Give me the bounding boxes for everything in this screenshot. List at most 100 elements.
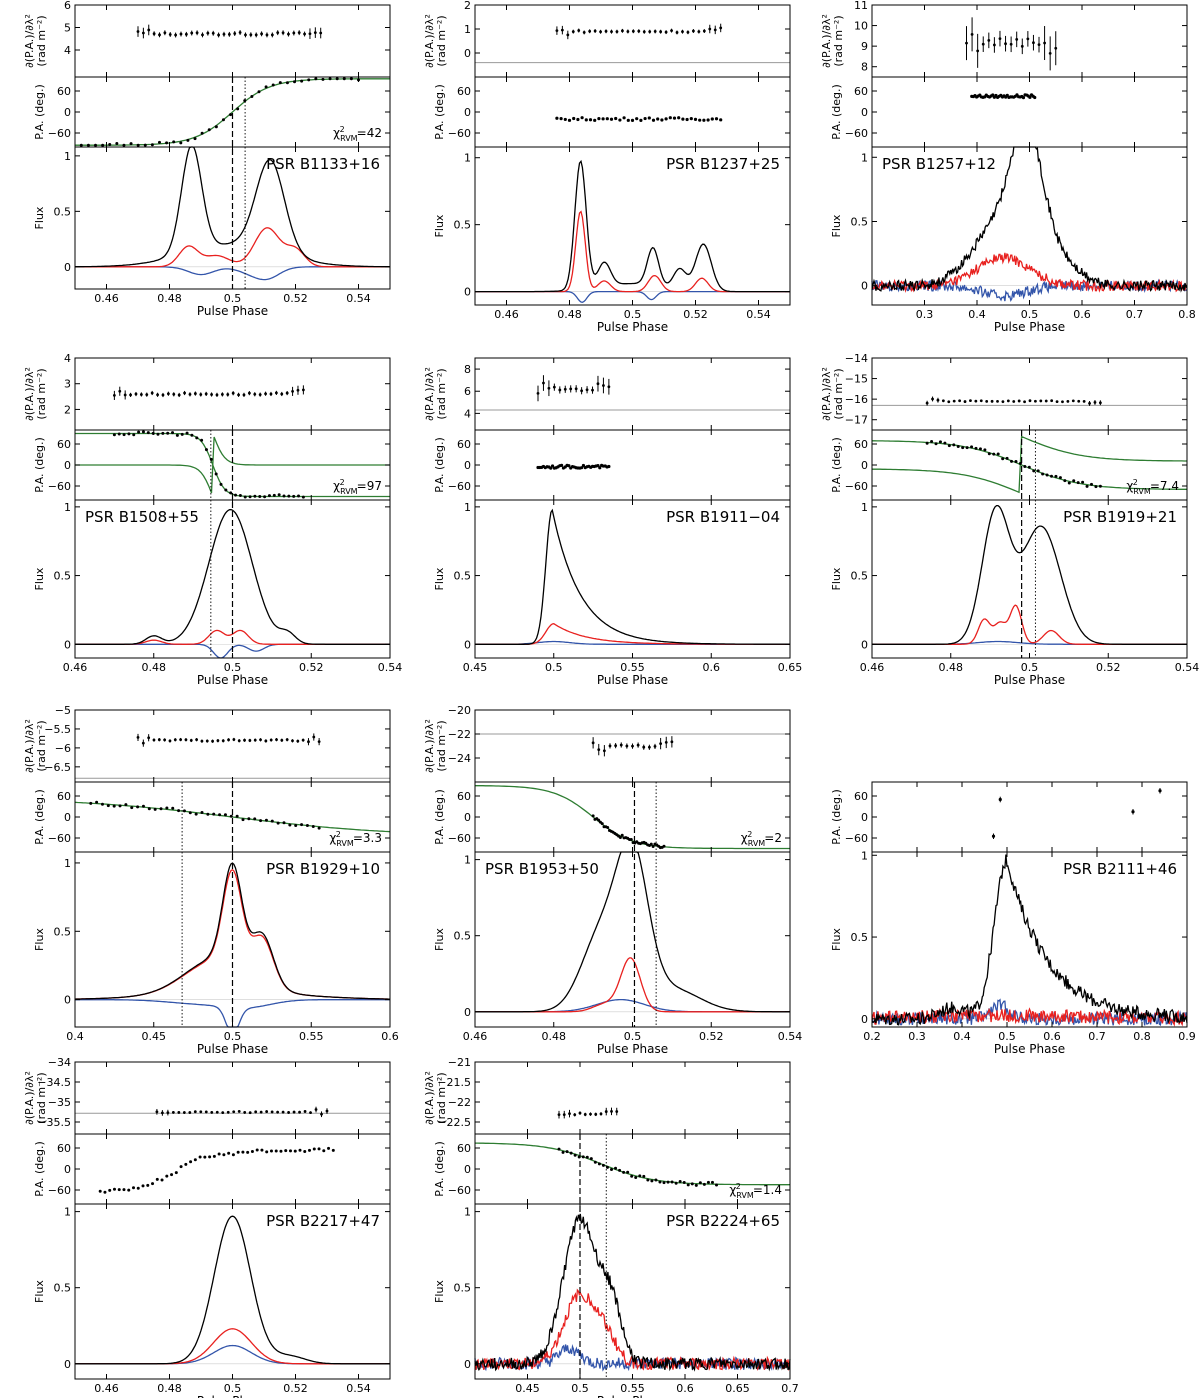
pa-point [269, 1149, 273, 1153]
rm-point [319, 31, 323, 35]
flux-panel-frame [474, 1203, 791, 1380]
rm-panel-frame [474, 4, 791, 78]
pa-point [685, 117, 689, 122]
flux-panel-ytick-label: 1 [861, 849, 868, 862]
pa-axis-label: P.A. (deg.) [433, 1141, 446, 1197]
x-tick-label: 0.52 [283, 292, 308, 305]
flux-panel-ytick-label: 0.5 [454, 570, 472, 583]
rm-panel: −6.5 −6 −5.5 −5 [44, 704, 391, 783]
pa-point [638, 1174, 642, 1178]
pa-point [978, 447, 982, 451]
pa-point [342, 77, 346, 81]
rm-point [1015, 37, 1019, 41]
pa-point [236, 1150, 240, 1154]
pa-panel-ytick-label: 0 [64, 1163, 71, 1176]
rm-point [970, 32, 974, 36]
rm-point [636, 743, 640, 747]
rm-point [936, 398, 940, 402]
rm-point [931, 397, 934, 401]
pa-point [600, 822, 604, 826]
pa-point [95, 800, 99, 804]
rm-point [188, 1111, 192, 1114]
pa-point [996, 452, 1000, 456]
chi2-rvm-label: χRVM2 =7.4 [1126, 478, 1179, 496]
pa-point [227, 1151, 231, 1155]
chi2-rvm-label: χRVM2 =42 [333, 125, 382, 143]
x-tick-label: 0.52 [699, 1030, 724, 1043]
rm-point [206, 31, 210, 35]
rm-point [562, 1113, 566, 1117]
rm-point [981, 42, 985, 46]
pa-panel-ytick-label: 60 [854, 438, 868, 451]
rm-panel-ytick-label: −34 [48, 1056, 71, 1069]
pa-point [646, 1178, 650, 1182]
rm-point [136, 30, 140, 33]
rm-point [183, 391, 186, 395]
flux-axis-label: Flux [433, 1280, 446, 1303]
chart-6: χRVM2 =3.3 PSR B1929+10 Pulse Phase [74, 733, 391, 1056]
x-tick-label: 0.48 [939, 661, 964, 674]
rm-panel-ytick-label: 1 [464, 23, 471, 36]
pa-point [331, 1148, 335, 1152]
pa-panel-ytick-label: −60 [448, 480, 471, 493]
pa-point [565, 1150, 569, 1154]
x-tick-label: 0.46 [94, 1382, 119, 1395]
rm-point [291, 390, 294, 393]
pulsar-name: PSR B1508+55 [85, 508, 199, 526]
pa-point [710, 1180, 714, 1184]
flux-panel-ytick-label: 0 [464, 286, 471, 299]
flux-series-total [872, 504, 1187, 645]
rm-axis-units: (rad m⁻²) [832, 15, 845, 66]
rm-point [580, 389, 584, 393]
pa-point [1041, 472, 1045, 476]
pa-point [580, 466, 584, 470]
rm-point [574, 387, 578, 391]
pa-axis-label: P.A. (deg.) [33, 84, 46, 140]
pa-point [250, 95, 254, 99]
pa-point [328, 77, 332, 81]
pa-point [288, 1149, 292, 1153]
rm-point [1034, 399, 1037, 403]
pa-point [668, 116, 672, 120]
flux-panel-ytick-label: 0 [464, 638, 471, 651]
pulsar-name: PSR B1953+50 [485, 860, 599, 878]
rm-point [152, 32, 156, 36]
pa-point [198, 1155, 202, 1159]
rm-axis-label: ∂(P.A.)/∂λ² [423, 719, 436, 773]
rm-point [625, 744, 629, 748]
x-tick-label: 0.8 [1133, 1030, 1151, 1043]
rm-panel-ytick-label: −15 [845, 373, 868, 386]
pa-panel-ytick-label: −60 [845, 127, 868, 140]
pa-panel-ytick-label: 0 [464, 811, 471, 824]
pa-panel-ytick-label: −60 [48, 1184, 71, 1197]
pa-point [308, 1148, 312, 1152]
rm-point [987, 38, 991, 42]
pa-point [117, 432, 121, 436]
rm-point [190, 31, 194, 35]
rm-axis-units: (rad m⁻²) [435, 720, 448, 771]
pa-point [185, 431, 189, 435]
pa-point [209, 457, 213, 461]
rm-axis-label: ∂(P.A.)/∂λ² [23, 14, 36, 68]
flux-panel-ytick-label: 1 [464, 501, 471, 514]
pa-point [974, 446, 978, 450]
pa-point [706, 118, 710, 122]
rm-point [210, 1110, 214, 1114]
rm-point [614, 744, 618, 748]
x-tick-label: 0.6 [1043, 1030, 1061, 1043]
pa-point [253, 817, 257, 821]
flux-axis-label: Flux [830, 928, 843, 951]
pa-axis-label: P.A. (deg.) [433, 437, 446, 493]
rm-panel-ytick-label: 9 [861, 40, 868, 53]
rm-point [269, 392, 273, 396]
pa-panel-ytick-label: 60 [457, 85, 471, 98]
rm-point [560, 28, 564, 32]
pa-point [938, 440, 942, 444]
pa-point [171, 806, 175, 810]
x-tick-label: 0.6 [381, 1030, 399, 1043]
rm-panel-frame [74, 4, 391, 78]
rm-panel-ytick-label: 8 [464, 363, 471, 376]
pa-point [1045, 473, 1049, 477]
rm-point [195, 31, 199, 35]
x-tick-label: 0.5 [224, 1382, 242, 1395]
